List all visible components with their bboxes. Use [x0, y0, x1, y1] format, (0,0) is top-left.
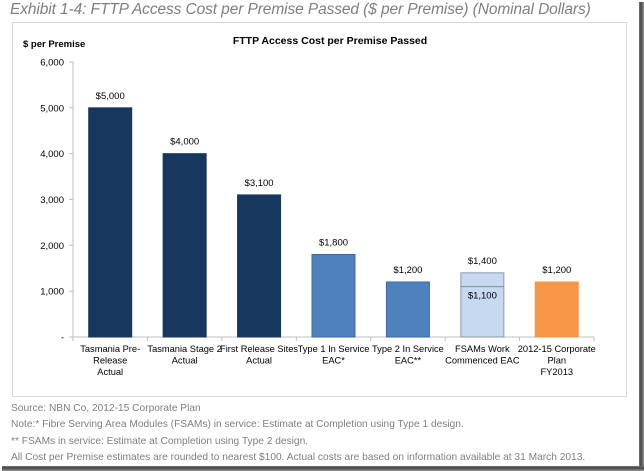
x-tick-label-line: Type 2 In Service [372, 344, 444, 354]
exhibit-title: Exhibit 1-4: FTTP Access Cost per Premis… [10, 1, 591, 18]
y-tick-label: 3,000 [40, 195, 64, 206]
y-tick-label: 1,000 [40, 287, 64, 298]
x-tick-label: Type 2 In Service EAC** [372, 344, 444, 366]
x-tick-label-line: Plan [547, 356, 566, 366]
bars [88, 107, 579, 338]
x-tick-label-line: EAC* [322, 356, 345, 366]
page-shadow-right [639, 2, 644, 471]
bar [237, 194, 282, 338]
data-label: $1,200 [542, 265, 571, 276]
footnote-3: All Cost per Premise estimates are round… [11, 451, 586, 463]
data-label: $5,000 [96, 91, 125, 102]
y-tick-label: 5,000 [40, 103, 64, 114]
page-shadow-bottom [2, 466, 644, 471]
x-tick-label-line: Tasmania Stage 2 [147, 344, 221, 354]
bar [385, 281, 430, 338]
x-tick-label-line: Actual [246, 356, 272, 366]
x-tick-label: Tasmania Stage 2 Actual [147, 344, 221, 366]
data-label: $3,100 [245, 178, 274, 189]
x-tick-label-line: Commenced EAC [445, 356, 520, 366]
data-labels: $5,000 $4,000 $3,100 $1,800 $1,200 $1,400 $1,2… [96, 91, 572, 302]
chart-frame [12, 22, 627, 397]
bar [311, 254, 356, 338]
y-axis-label: $ per Premise [23, 39, 85, 50]
bar [534, 281, 579, 338]
data-label: $1,400 [468, 256, 497, 267]
x-tick-label-line: 2012-15 Corporate [518, 344, 596, 354]
x-tick-label-line: FSAMs Work [455, 344, 510, 354]
bar [88, 107, 133, 338]
chart-title: FTTP Access Cost per Premise Passed [233, 35, 427, 47]
data-label: $1,800 [319, 238, 348, 249]
bar [162, 153, 207, 338]
x-tick-label-line: Release [93, 356, 127, 366]
footnote-2: ** FSAMs in service: Estimate at Complet… [11, 435, 309, 447]
x-tick-label-line: Actual [172, 356, 198, 366]
x-tick-label: First Release Sites Actual [220, 344, 298, 366]
x-tick-label: 2012-15 Corporate Plan FY2013 [518, 344, 596, 377]
y-tick-label: - [61, 333, 64, 344]
inner-marker-label: $1,100 [468, 291, 497, 302]
y-tick-labels: - 1,000 2,000 3,000 4,000 5,000 6,000 [40, 58, 64, 344]
x-tick-label: FSAMs Work Commenced EAC [445, 344, 520, 366]
x-tick-label-line: Type 1 In Service [298, 344, 370, 354]
data-label: $1,200 [393, 265, 422, 276]
bar [460, 272, 505, 338]
x-tick-label-line: First Release Sites [220, 344, 298, 354]
y-tick-label: 6,000 [40, 58, 64, 69]
x-tick-label: Type 1 In Service EAC* [298, 344, 370, 366]
notes: Source: NBN Co, 2012-15 Corporate Plan N… [11, 401, 585, 466]
x-tick-label-line: FY2013 [541, 367, 574, 377]
source-note: Source: NBN Co, 2012-15 Corporate Plan [11, 403, 201, 414]
x-tick-label-line: Actual [97, 367, 123, 377]
y-tick-label: 4,000 [40, 149, 64, 160]
data-label: $4,000 [170, 137, 199, 148]
x-tick-label: Tasmania Pre- Release Actual [80, 344, 140, 377]
x-tick-label-line: EAC** [395, 356, 422, 366]
x-tick-label-line: Tasmania Pre- [80, 344, 140, 354]
y-tick-label: 2,000 [40, 241, 64, 252]
footnote-1: Note:* Fibre Serving Area Modules (FSAMs… [11, 419, 464, 431]
